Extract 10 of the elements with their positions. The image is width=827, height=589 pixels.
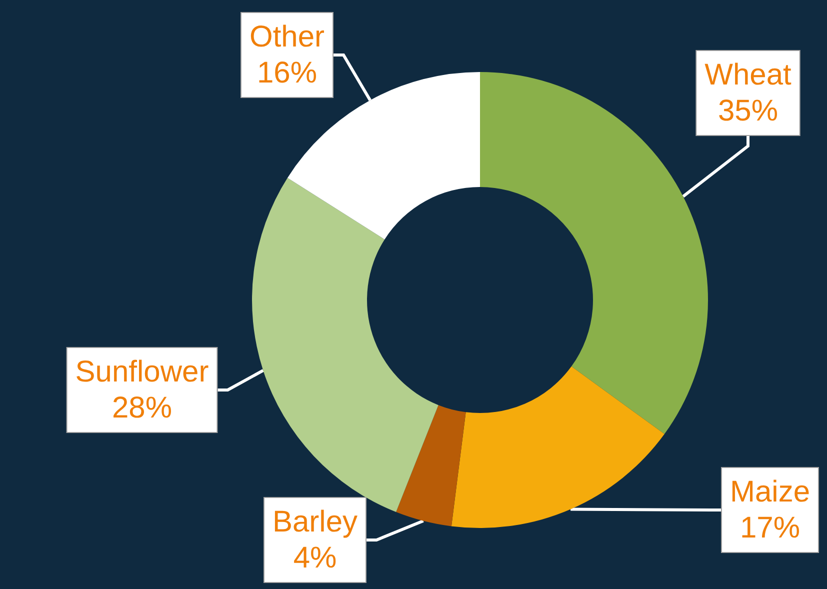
slice-label: Sunflower: [75, 356, 209, 388]
data-label: 17%: [740, 512, 800, 544]
slice-label: Wheat: [704, 58, 792, 92]
slice-label: Other: [249, 20, 325, 54]
data-label: 4%: [293, 542, 337, 574]
slice-label: Maize: [730, 476, 810, 508]
data-label: 28%: [112, 392, 172, 424]
data-label: 16%: [256, 56, 318, 90]
data-label: 35%: [718, 94, 778, 128]
slice-label: Barley: [272, 506, 358, 538]
